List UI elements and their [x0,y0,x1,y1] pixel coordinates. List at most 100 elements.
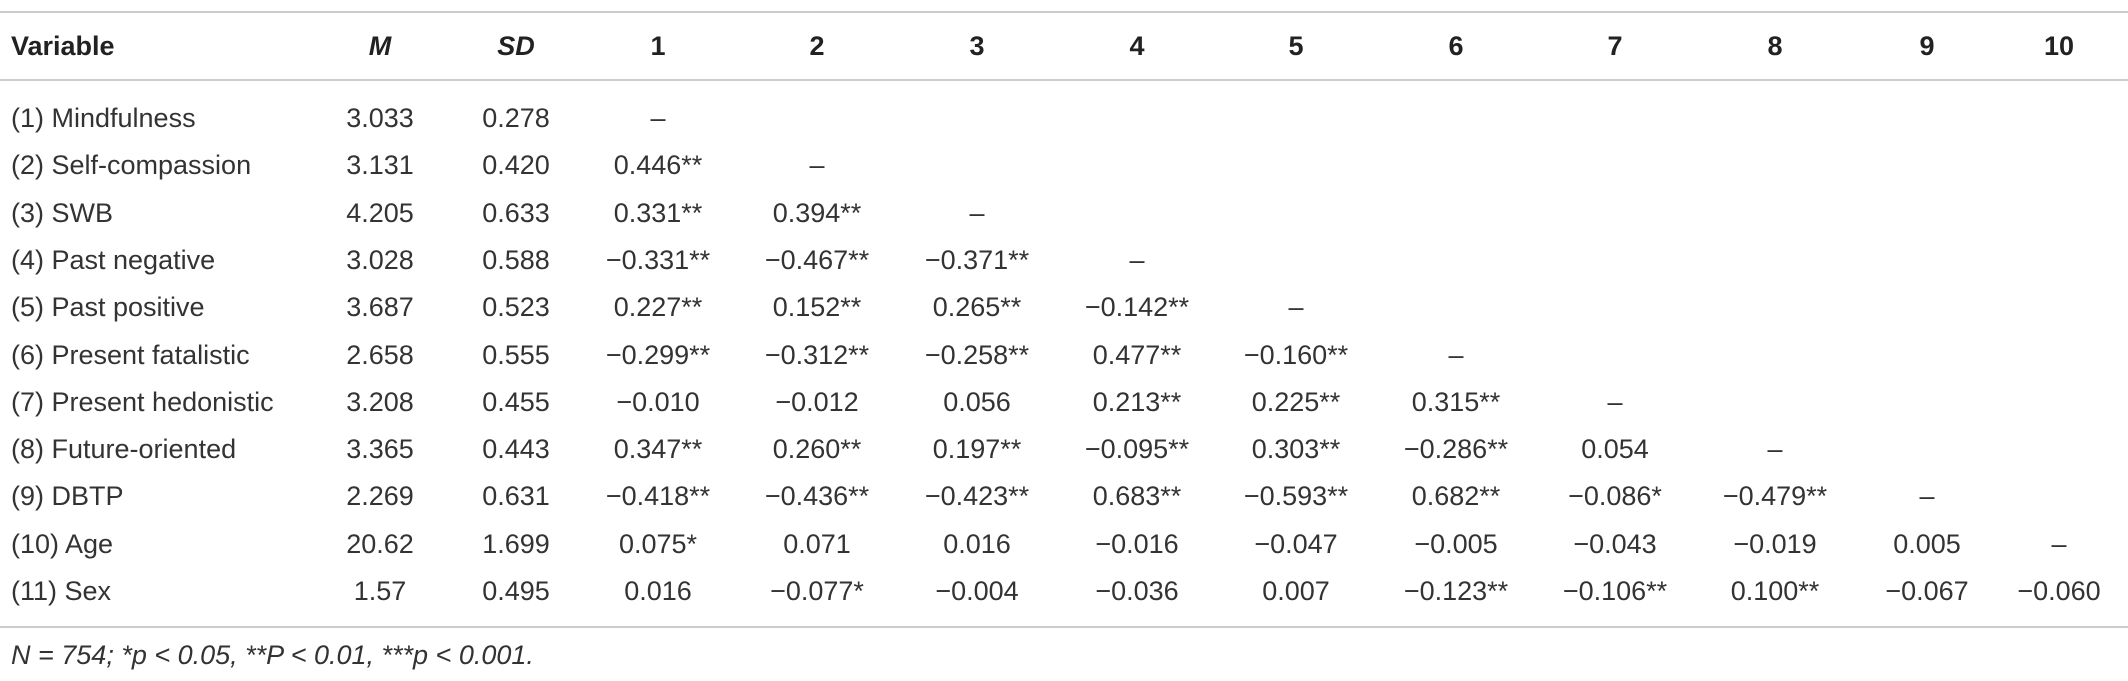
table-cell: −0.005 [1414,528,1498,559]
table-cell: −0.106** [1562,576,1668,606]
header-cell: 2 [809,31,825,61]
row-label: (5) Past positive [11,292,205,323]
table-cell: 0.446** [613,150,703,181]
header-cell: SD [497,31,535,61]
table-cell: −0.436** [764,481,870,512]
table-cell: – [1767,434,1783,465]
table-cell: −0.060 [2017,576,2101,606]
table-cell: 2.658 [346,339,414,370]
header-cell: 7 [1607,31,1623,61]
row-label: (2) Self-compassion [11,150,252,181]
table-cell: 0.477** [1092,339,1182,370]
table-cell: 0.056 [943,386,1011,417]
table-cell: −0.012 [775,386,859,417]
row-label: (3) SWB [11,197,114,228]
header-cell: 1 [650,31,666,61]
table-cell: −0.019 [1733,528,1817,559]
table-cell: −0.593** [1243,481,1349,512]
table-cell: 0.213** [1092,386,1182,417]
table-cell: 0.265** [932,292,1022,323]
table-cell: −0.004 [935,576,1019,606]
table-cell: 0.007 [1262,576,1330,606]
table-cell: 0.016 [624,576,692,606]
table-cell: 0.054 [1581,434,1649,465]
footnote: N = 754; *p < 0.05, **P < 0.01, ***p < 0… [11,640,534,670]
table-cell: 0.152** [772,292,862,323]
table-cell: 3.028 [346,244,414,275]
table-cell: −0.086* [1568,481,1662,512]
table-cell: – [650,103,666,133]
row-label: (9) DBTP [11,481,124,512]
table-cell: 0.005 [1893,528,1961,559]
table-cell: 0.455 [482,386,550,417]
table-cell: 0.633 [482,197,550,228]
row-label: (8) Future-oriented [11,434,237,465]
table-cell: 0.683** [1092,481,1182,512]
header-cell: 3 [969,31,985,61]
table-cell: −0.036 [1095,576,1179,606]
row-label: (7) Present hedonistic [11,386,274,417]
table-cell: – [1129,244,1145,275]
table-cell: 0.071 [783,528,851,559]
table-cell: −0.095** [1084,434,1190,465]
table-cell: 3.687 [346,292,414,323]
table-cell: 0.278 [482,103,550,133]
table-cell: 0.495 [482,576,550,606]
table-cell: 20.62 [346,528,414,559]
table-cell: 3.208 [346,386,414,417]
row-label: (1) Mindfulness [11,103,196,133]
table-cell: 1.699 [482,528,550,559]
table-cell: 3.365 [346,434,414,465]
table-cell: – [969,197,985,228]
table-cell: – [1919,481,1935,512]
table-cell: 0.420 [482,150,550,181]
header-cell: M [368,31,392,61]
table-cell: – [809,150,825,181]
table-cell: −0.467** [764,244,870,275]
table-cell: 3.131 [346,150,414,181]
header-cell: 9 [1919,31,1935,61]
table-cell: −0.142** [1084,292,1190,323]
table-cell: 4.205 [346,197,414,228]
table-cell: 0.303** [1251,434,1341,465]
table-cell: −0.067 [1885,576,1969,606]
table-cell: −0.299** [605,339,711,370]
table-cell: – [1448,339,1464,370]
table-cell: −0.479** [1722,481,1828,512]
table-cell: 0.394** [772,197,862,228]
table-cell: 0.075* [618,528,698,559]
table-cell: −0.331** [605,244,711,275]
table-cell: – [1288,292,1304,323]
table-cell: 0.523 [482,292,550,323]
table-cell: – [2051,528,2067,559]
table-cell: 0.225** [1251,386,1341,417]
table-cell: −0.160** [1243,339,1349,370]
header-cell: 6 [1448,31,1464,61]
table-cell: −0.043 [1573,528,1657,559]
table-cell: −0.047 [1254,528,1338,559]
table-cell: 0.315** [1411,386,1501,417]
top-rule [0,11,2128,13]
table-cell: 0.197** [932,434,1022,465]
row-label: (10) Age [11,528,114,559]
table-cell: 0.100** [1730,576,1820,606]
table-cell: −0.371** [924,244,1030,275]
row-label: (11) Sex [11,576,112,606]
header-cell: Variable [11,31,115,61]
table-cell: 0.631 [482,481,550,512]
table-cell: −0.286** [1403,434,1509,465]
table-cell: 0.555 [482,339,550,370]
table-cell: 1.57 [353,576,407,606]
table-cell: 0.016 [943,528,1011,559]
header-cell: 8 [1767,31,1783,61]
table-cell: −0.010 [616,386,700,417]
table-cell: 0.260** [772,434,862,465]
table-cell: −0.016 [1095,528,1179,559]
table-cell: 0.588 [482,244,550,275]
header-rule [0,79,2128,81]
table-cell: 0.331** [613,197,703,228]
table-cell: 2.269 [346,481,414,512]
row-label: (4) Past negative [11,244,216,275]
table-cell: 0.227** [613,292,703,323]
